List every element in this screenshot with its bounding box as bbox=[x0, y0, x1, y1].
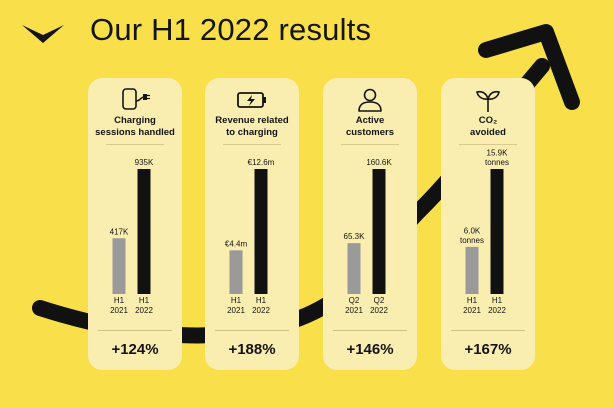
category-label: Q2 2021 bbox=[345, 296, 363, 315]
sprout-icon bbox=[476, 90, 500, 112]
card-rule bbox=[215, 330, 289, 331]
bar-value-label: €4.4m bbox=[225, 239, 248, 248]
card-label: Charging sessions handled bbox=[95, 115, 175, 138]
bar-value-label: 6.0K tonnes bbox=[460, 226, 484, 245]
metric-card-charging-sessions: Charging sessions handled 417K H1 2021 935K… bbox=[88, 78, 182, 370]
card-label: Active customers bbox=[345, 115, 395, 138]
bar-chart-revenue: €4.4m H1 2021 €12.6m H1 2022 bbox=[225, 158, 275, 315]
bar-current bbox=[372, 169, 386, 294]
bar-value-label: 417K bbox=[110, 227, 129, 236]
bar-current bbox=[254, 169, 268, 294]
page-title: Our H1 2022 results bbox=[90, 12, 372, 47]
card-label: CO₂ avoided bbox=[470, 115, 506, 138]
category-label: H1 2022 bbox=[488, 296, 506, 315]
change-percent: +188% bbox=[228, 341, 276, 358]
card-divider bbox=[106, 144, 164, 145]
bar-value-label: €12.6m bbox=[248, 158, 275, 167]
change-percent: +146% bbox=[346, 341, 394, 358]
change-percent: +167% bbox=[464, 341, 512, 358]
card-divider bbox=[459, 144, 517, 145]
metric-card-revenue: Revenue related to charging €4.4m H1 2021 €… bbox=[205, 78, 299, 370]
arrow-head-icon bbox=[478, 24, 580, 110]
bar-prior bbox=[347, 243, 361, 294]
category-label: H1 2022 bbox=[135, 296, 153, 315]
category-label: H1 2021 bbox=[227, 296, 245, 315]
bar-chart-active-customers: 65.3K Q2 2021 160.6K Q2 2022 bbox=[344, 158, 393, 315]
bar-value-label: 15.9K tonnes bbox=[485, 149, 509, 168]
bar-current bbox=[137, 169, 151, 294]
bar-chart-charging-sessions: 417K H1 2021 935K H1 2022 bbox=[110, 158, 154, 315]
bar-current bbox=[490, 169, 504, 294]
card-rule bbox=[333, 330, 407, 331]
card-rule bbox=[98, 330, 172, 331]
bar-prior bbox=[465, 246, 479, 294]
user-icon bbox=[358, 88, 382, 112]
bar-chart-co2-avoided: 6.0K tonnes H1 2021 15.9K tonnes H1 2022 bbox=[460, 149, 509, 316]
metric-card-active-customers: Active customers 65.3K Q2 2021 160.6K Q2 2022… bbox=[323, 78, 417, 370]
brand-logo-icon bbox=[22, 25, 64, 43]
category-label: Q2 2022 bbox=[370, 296, 388, 315]
bar-prior bbox=[112, 238, 126, 294]
card-rule bbox=[451, 330, 525, 331]
bar-prior bbox=[229, 250, 243, 294]
category-label: H1 2021 bbox=[110, 296, 128, 315]
metric-card-co2-avoided: CO₂ avoided 6.0K tonnes H1 2021 15.9K tonnes H… bbox=[441, 78, 535, 370]
card-divider bbox=[223, 144, 281, 145]
bar-value-label: 65.3K bbox=[344, 232, 366, 241]
change-percent: +124% bbox=[111, 341, 159, 358]
card-label: Revenue related to charging bbox=[215, 115, 289, 138]
bar-value-label: 160.6K bbox=[366, 158, 392, 167]
category-label: H1 2021 bbox=[463, 296, 481, 315]
card-divider bbox=[341, 144, 399, 145]
charger-icon bbox=[122, 88, 150, 110]
category-label: H1 2022 bbox=[252, 296, 270, 315]
bar-value-label: 935K bbox=[135, 158, 154, 167]
battery-icon bbox=[237, 92, 266, 108]
